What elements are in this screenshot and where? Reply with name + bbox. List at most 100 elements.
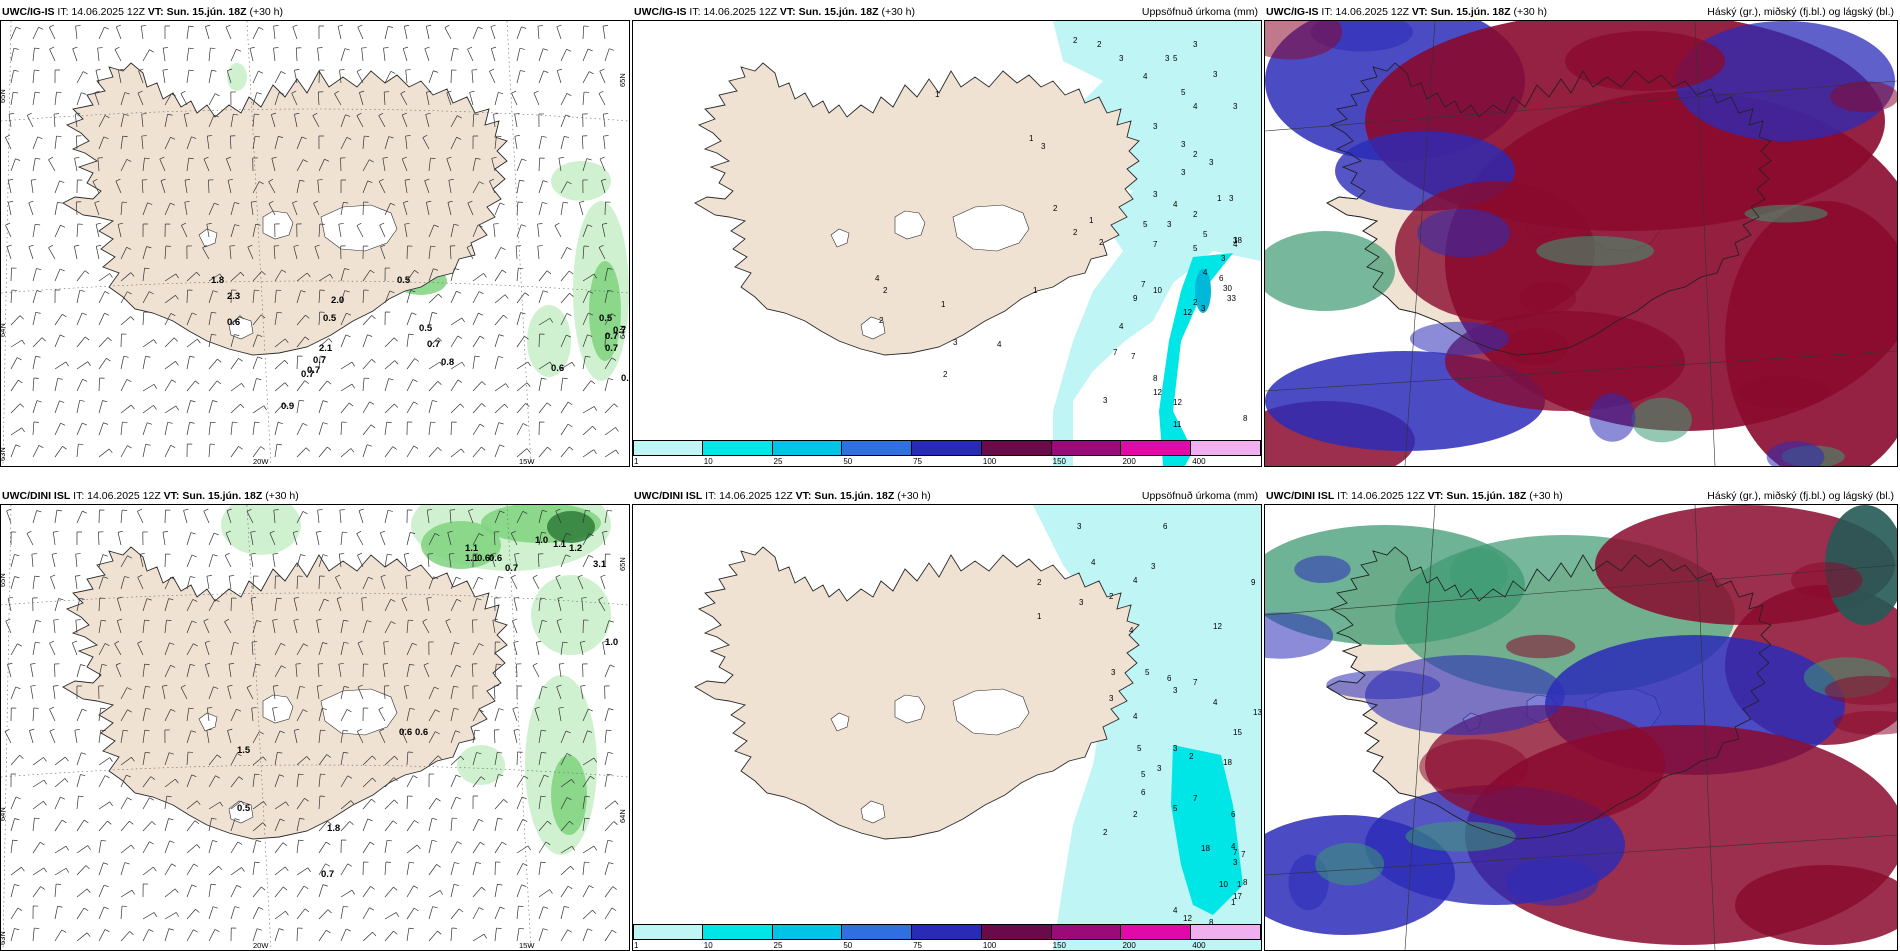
- wind-barb-flag: [80, 290, 85, 291]
- wind-barb: [319, 842, 326, 853]
- precip-value-label: 3: [1077, 522, 1082, 531]
- wind-barb: [137, 511, 143, 523]
- wind-barb: [579, 203, 583, 215]
- wind-barb: [99, 273, 110, 281]
- wind-barb: [489, 71, 495, 83]
- wind-barb-flag: [393, 931, 397, 934]
- wind-barb: [29, 203, 33, 215]
- wind-barb: [583, 426, 593, 435]
- precip-value-label: 1.1: [553, 539, 567, 550]
- wind-barb: [467, 49, 473, 61]
- colorbar-label: 400: [1192, 457, 1205, 466]
- wind-barb: [319, 423, 323, 435]
- precip-value-label: 8: [1243, 414, 1248, 423]
- wind-barb: [99, 400, 103, 413]
- wind-barb-flag: [60, 181, 65, 183]
- cloud-layer-area: [1589, 393, 1635, 442]
- wind-barb-flag: [567, 247, 571, 249]
- wind-barb-flag: [521, 225, 526, 227]
- wind-barb: [231, 422, 232, 435]
- wind-barb-flag: [5, 223, 10, 225]
- wind-barb: [76, 26, 77, 39]
- wind-barb: [33, 708, 34, 721]
- wind-barb-flag: [277, 444, 282, 445]
- wind-barb: [407, 796, 408, 809]
- colorbar-segment: [703, 924, 773, 940]
- wind-barb-flag: [512, 619, 517, 621]
- wind-barb-flag: [589, 72, 593, 74]
- wind-barb-flag: [431, 422, 436, 423]
- wind-barb-flag: [409, 334, 414, 335]
- wind-barb-flag: [479, 908, 483, 910]
- wind-barb-flag: [259, 907, 264, 909]
- wind-barb: [494, 730, 495, 743]
- wind-barb-flag: [259, 27, 263, 29]
- colorbar-label: 25: [774, 941, 783, 950]
- wind-barb: [495, 92, 498, 105]
- wind-barb: [383, 48, 385, 61]
- wind-barb-flag: [349, 403, 353, 406]
- wind-barb-flag: [40, 842, 44, 845]
- wind-barb: [5, 137, 11, 149]
- wind-barb-flag: [520, 48, 525, 49]
- wind-barb-flag: [497, 884, 502, 885]
- precip-value-label: 12: [1173, 398, 1182, 407]
- wind-barb-flag: [6, 619, 11, 621]
- wind-barb: [55, 797, 60, 809]
- wind-barb: [605, 908, 612, 919]
- wind-barb: [605, 450, 616, 457]
- wind-barb-flag: [482, 403, 486, 406]
- panel-header: UWC/DINI ISL IT: 14.06.2025 12Z VT: Sun.…: [634, 490, 931, 502]
- wind-barb: [451, 380, 458, 391]
- wind-barb: [275, 929, 279, 941]
- wind-barb: [385, 510, 388, 523]
- wind-barb-flag: [609, 709, 614, 710]
- wind-barb: [557, 27, 561, 39]
- wind-barb-flag: [127, 446, 131, 448]
- precip-value-label: 6: [1141, 788, 1146, 797]
- wind-barb: [495, 884, 497, 897]
- latitude-label: 65N: [618, 73, 627, 87]
- precip-value-label: 7: [1113, 348, 1118, 357]
- wind-barb-flag: [591, 381, 595, 384]
- wind-barb-flag: [27, 113, 31, 115]
- wind-barb: [429, 907, 433, 919]
- wind-barb: [605, 404, 614, 413]
- wind-barb: [495, 203, 500, 215]
- precip-value-label: 3: [1167, 220, 1172, 229]
- wind-barb-flag: [49, 245, 53, 247]
- wind-barb: [121, 931, 130, 941]
- wind-barb: [275, 383, 285, 391]
- wind-barb: [407, 532, 410, 545]
- wind-barb-flag: [393, 821, 397, 824]
- precip-value-label: 4: [1203, 268, 1208, 277]
- wind-barb: [451, 318, 462, 325]
- wind-barb: [33, 620, 36, 633]
- wind-barb-flag: [60, 401, 65, 403]
- wind-barb-flag: [547, 447, 551, 450]
- wind-barb: [225, 555, 231, 567]
- wind-barb-flag: [475, 356, 480, 357]
- wind-barb-flag: [614, 821, 618, 824]
- wind-barb-flag: [257, 93, 262, 94]
- wind-barb-flag: [190, 356, 195, 357]
- wind-barb: [517, 776, 524, 787]
- wind-barb: [473, 313, 478, 325]
- precip-value-label: 12: [1183, 914, 1192, 923]
- wind-barb: [583, 846, 594, 853]
- wind-barb: [517, 885, 522, 897]
- cloud-layer-area: [1565, 31, 1725, 91]
- wind-barb: [533, 578, 539, 589]
- latitude-label: 65N: [1, 573, 7, 587]
- wind-barb-flag: [283, 887, 287, 890]
- wind-barb-flag: [572, 362, 575, 366]
- wind-barb: [143, 423, 147, 435]
- wind-barb: [8, 180, 11, 193]
- wind-barb: [363, 315, 372, 325]
- wind-barb: [517, 313, 521, 325]
- wind-barb: [274, 26, 275, 39]
- wind-barb: [473, 577, 478, 589]
- wind-barb-flag: [31, 685, 36, 686]
- precip-value-label: 4: [1213, 698, 1218, 707]
- precip-value-label: 2: [1099, 238, 1104, 247]
